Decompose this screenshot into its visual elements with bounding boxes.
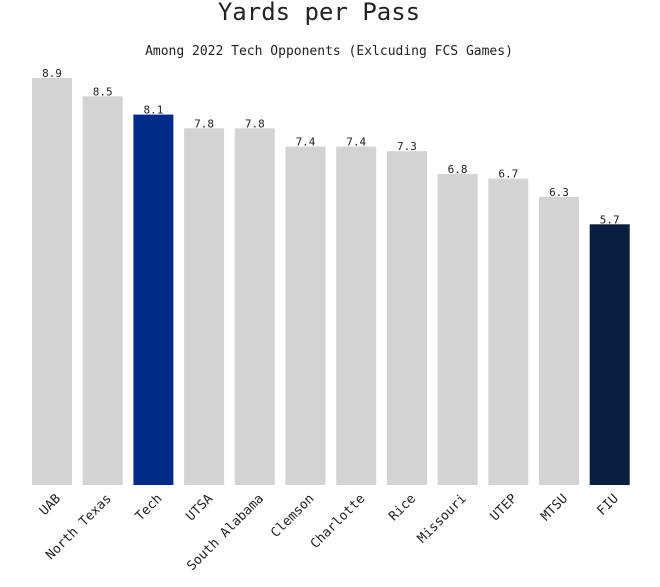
bar-charlotte <box>336 146 377 485</box>
bar-utep <box>488 178 529 485</box>
x-tick-label: Clemson <box>268 491 317 540</box>
value-label: 7.8 <box>245 117 265 130</box>
value-label: 6.3 <box>549 186 569 199</box>
value-label: 7.3 <box>397 140 417 153</box>
value-label: 6.7 <box>498 168 518 181</box>
x-tick-label: UAB <box>37 491 64 518</box>
value-label: 7.8 <box>194 117 214 130</box>
x-tick-label: Missouri <box>415 491 470 546</box>
bar-tech <box>133 114 174 485</box>
value-label: 6.8 <box>448 163 468 176</box>
bar-fiu <box>589 224 630 486</box>
bar-mtsu <box>539 196 579 485</box>
bar-south-alabama <box>234 128 275 486</box>
bar-rice <box>386 151 427 485</box>
bar-utsa <box>184 128 225 486</box>
bar-north-texas <box>82 96 123 486</box>
x-tick-label: MTSU <box>538 491 571 524</box>
value-label: 8.5 <box>93 85 113 98</box>
x-tick-label: UTEP <box>488 491 521 524</box>
bars-group <box>32 78 630 486</box>
value-label: 7.4 <box>296 136 316 149</box>
chart-subtitle: Among 2022 Tech Opponents (Exlcuding FCS… <box>145 44 513 59</box>
bar-clemson <box>285 146 326 485</box>
bar-uab <box>32 78 72 485</box>
value-label: 7.4 <box>346 136 366 149</box>
value-label: 8.1 <box>143 104 163 117</box>
value-label: 5.7 <box>600 213 620 226</box>
x-tick-label: FIU <box>595 491 622 518</box>
value-label: 8.9 <box>42 67 62 80</box>
x-tick-label: Rice <box>386 491 419 524</box>
chart-title: Yards per Pass <box>218 0 420 26</box>
x-tick-label: Tech <box>133 491 166 524</box>
value-labels-group: 8.9 8.5 8.1 7.8 7.8 7.4 7.4 7.3 6.8 6.7 6.3 5.7 <box>42 67 620 226</box>
bar-missouri <box>437 174 478 485</box>
x-tick-label: Charlotte <box>308 491 369 552</box>
x-tick-label: UTSA <box>183 491 216 524</box>
